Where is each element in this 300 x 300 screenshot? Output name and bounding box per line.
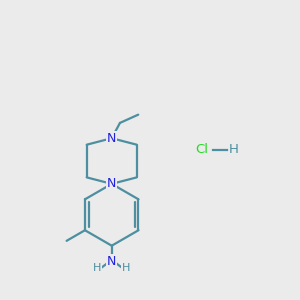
Text: H: H [229, 143, 239, 157]
Text: N: N [107, 132, 116, 145]
Text: H: H [93, 263, 101, 273]
Text: Cl: Cl [196, 143, 208, 157]
Text: H: H [122, 263, 130, 273]
Text: N: N [107, 177, 116, 190]
Text: N: N [107, 254, 116, 268]
